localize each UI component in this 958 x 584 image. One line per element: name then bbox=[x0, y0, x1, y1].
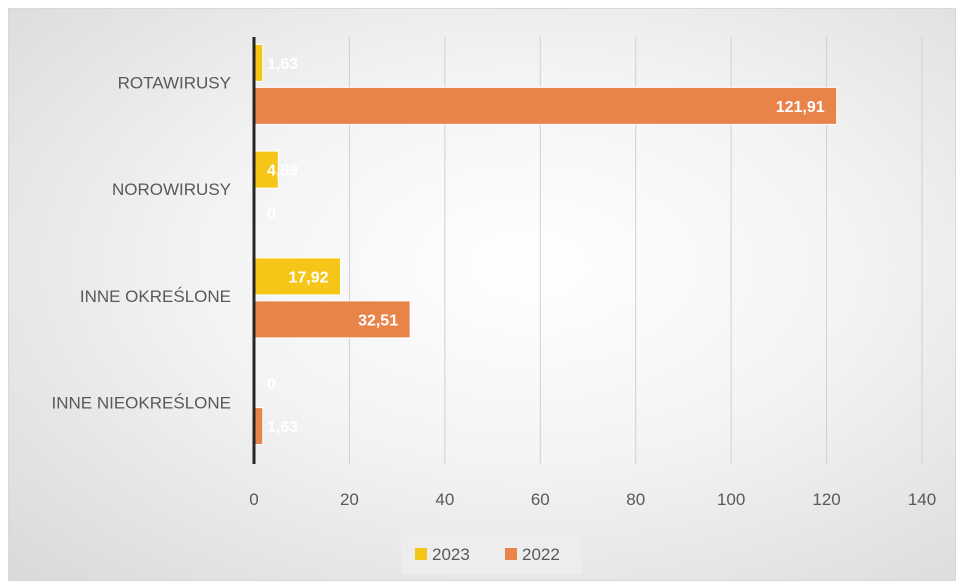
category-label: INNE NIEOKREŚLONE bbox=[52, 394, 232, 413]
chart-frame: 0 20 40 60 80 100 120 140 ROTAWIRUSY 1,63 121,91 NO… bbox=[8, 8, 956, 581]
data-label: 121,91 bbox=[776, 99, 825, 116]
category-label: NOROWIRUSY bbox=[112, 180, 231, 199]
bar-2023 bbox=[254, 43, 264, 82]
data-label: 17,92 bbox=[288, 269, 328, 286]
data-label: 0 bbox=[267, 206, 276, 223]
legend-label-2023: 2023 bbox=[432, 545, 470, 564]
data-label: 1,63 bbox=[267, 56, 298, 73]
legend-swatch-2022 bbox=[505, 548, 517, 560]
bar-chart: 0 20 40 60 80 100 120 140 ROTAWIRUSY 1,63 121,91 NO… bbox=[52, 37, 937, 574]
bars bbox=[254, 43, 838, 446]
labels: 0 20 40 60 80 100 120 140 ROTAWIRUSY 1,63 121,91 NO… bbox=[52, 56, 937, 509]
x-tick-label: 120 bbox=[812, 490, 840, 509]
data-label: 0 bbox=[267, 376, 276, 393]
legend: 2023 2022 bbox=[401, 534, 581, 574]
data-label: 32,51 bbox=[358, 312, 398, 329]
data-label: 1,63 bbox=[267, 419, 298, 436]
category-label: INNE OKREŚLONE bbox=[80, 287, 231, 306]
data-label: 4,89 bbox=[267, 163, 298, 180]
category-label: ROTAWIRUSY bbox=[118, 73, 231, 92]
bar-2022 bbox=[254, 407, 264, 446]
legend-box bbox=[401, 534, 581, 574]
x-tick-label: 0 bbox=[249, 490, 258, 509]
bar-2023 bbox=[254, 257, 342, 296]
bar-2022 bbox=[254, 86, 838, 125]
x-tick-label: 140 bbox=[908, 490, 936, 509]
legend-label-2022: 2022 bbox=[522, 545, 560, 564]
x-tick-label: 100 bbox=[717, 490, 745, 509]
x-tick-label: 60 bbox=[531, 490, 550, 509]
legend-swatch-2023 bbox=[415, 548, 427, 560]
x-tick-label: 40 bbox=[435, 490, 454, 509]
x-tick-label: 80 bbox=[626, 490, 645, 509]
x-tick-label: 20 bbox=[340, 490, 359, 509]
